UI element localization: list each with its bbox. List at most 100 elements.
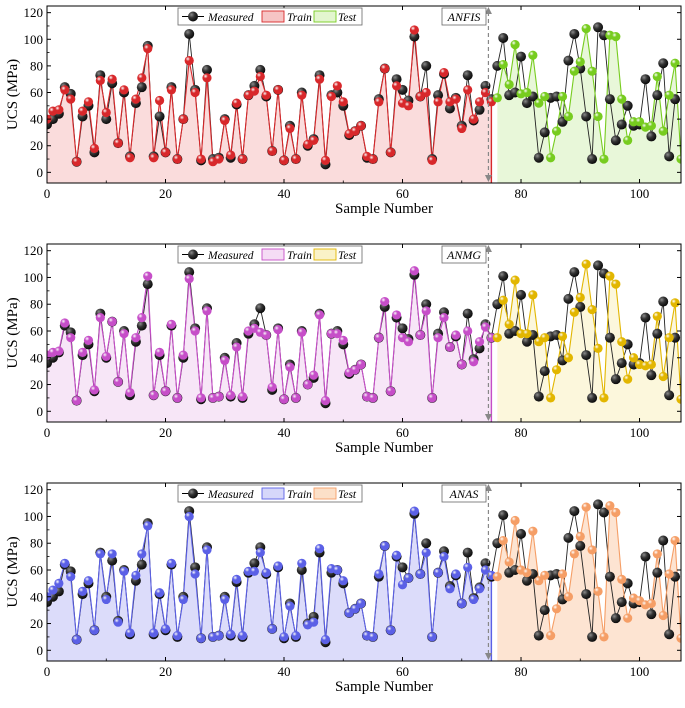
x-tick-label: 100: [630, 425, 650, 440]
test-point: [634, 117, 645, 127]
test-point: [658, 371, 668, 382]
train-point: [119, 85, 129, 95]
train-point: [119, 329, 129, 339]
train-point: [386, 386, 396, 396]
test-point: [528, 526, 538, 536]
train-point: [190, 569, 200, 579]
train-point: [457, 598, 467, 609]
measured-point: [587, 154, 598, 165]
train-point: [439, 313, 449, 323]
x-tick-label: 80: [515, 664, 528, 679]
measured-point: [563, 55, 574, 66]
train-point: [89, 625, 100, 635]
x-tick-label: 100: [630, 664, 650, 679]
measured-point: [516, 528, 527, 539]
y-tick-label: 120: [24, 243, 44, 258]
train-point: [303, 379, 313, 390]
train-point: [113, 617, 123, 627]
train-point: [415, 330, 425, 340]
train-point: [261, 330, 271, 340]
train-point: [320, 634, 331, 645]
legend-test-label: Test: [338, 12, 357, 24]
train-point: [451, 569, 461, 579]
test-point: [676, 633, 681, 643]
x-tick-label: 20: [159, 186, 172, 201]
measured-point: [593, 22, 604, 33]
train-point: [214, 154, 224, 164]
train-point: [172, 393, 182, 403]
y-tick-label: 120: [24, 5, 44, 20]
y-axis-label: UCS (MPa): [5, 536, 21, 607]
train-point: [255, 547, 265, 558]
train-point: [309, 370, 319, 380]
train-point: [137, 549, 147, 559]
measured-point: [587, 631, 598, 642]
test-point: [510, 39, 520, 50]
train-point: [48, 585, 58, 595]
train-point: [249, 566, 259, 576]
legend-measured-marker: [188, 11, 198, 22]
train-point: [480, 565, 491, 575]
x-tick-label: 80: [515, 425, 528, 440]
measured-point: [136, 320, 147, 331]
measured-point: [201, 64, 212, 75]
y-tick-label: 120: [24, 482, 44, 497]
measured-point: [616, 597, 627, 608]
test-point: [534, 98, 544, 108]
measured-point: [184, 28, 195, 39]
train-point: [60, 558, 70, 568]
test-point: [563, 592, 574, 602]
train-point: [66, 572, 76, 582]
legend-train-swatch: [261, 10, 285, 23]
measured-point: [622, 100, 633, 111]
train-point: [415, 569, 425, 579]
test-point: [599, 632, 609, 642]
model-tag-box: [441, 245, 487, 264]
train-point: [397, 580, 408, 590]
train-point: [184, 511, 194, 522]
train-point: [480, 87, 491, 98]
train-point: [469, 114, 479, 124]
train-point: [291, 393, 301, 403]
test-point: [581, 259, 591, 269]
panel-anfis: 0 20 40 60 80 100 120 0 20 40 60 80 100 Sample Number…: [5, 5, 682, 217]
train-point: [332, 329, 342, 339]
y-tick-label: 0: [37, 643, 44, 658]
measured-point: [462, 547, 473, 558]
train-point: [166, 558, 177, 568]
y-tick-label: 100: [24, 509, 44, 524]
test-point: [569, 307, 579, 317]
split-arrow-up: [484, 7, 492, 14]
train-point: [172, 630, 182, 641]
test-point: [599, 154, 609, 164]
train-area: [47, 511, 492, 661]
train-point: [72, 634, 82, 645]
train-point: [160, 624, 171, 634]
legend-measured-marker: [188, 488, 198, 499]
x-tick-label: 20: [159, 425, 172, 440]
measured-point: [462, 70, 473, 81]
x-tick-label: 40: [278, 186, 291, 201]
test-point: [575, 57, 585, 67]
measured-point: [575, 540, 586, 551]
y-tick-label: 20: [30, 138, 43, 153]
train-point: [83, 576, 94, 586]
measured-point: [533, 152, 544, 163]
test-point: [557, 569, 568, 579]
train-point: [427, 393, 437, 403]
test-point: [646, 121, 656, 131]
y-tick-label: 60: [30, 85, 43, 100]
measured-point: [533, 391, 544, 402]
train-point: [149, 628, 159, 638]
train-point: [391, 81, 402, 91]
train-point: [421, 306, 431, 316]
measured-point: [421, 60, 432, 71]
measured-point: [664, 390, 675, 401]
train-point: [433, 568, 443, 578]
train-point: [409, 25, 419, 35]
train-point: [214, 630, 224, 641]
legend: Measured Train Test: [177, 484, 363, 503]
train-point: [391, 310, 402, 320]
train-point: [368, 632, 378, 642]
x-tick-label: 80: [515, 186, 528, 201]
